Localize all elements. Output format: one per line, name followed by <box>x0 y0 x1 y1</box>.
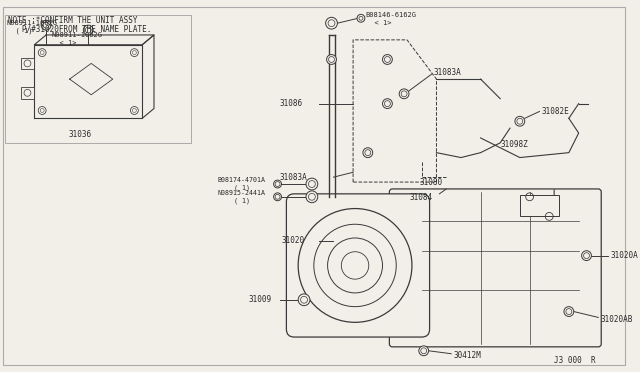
Circle shape <box>41 20 51 30</box>
FancyBboxPatch shape <box>20 87 35 99</box>
Circle shape <box>399 89 409 99</box>
Circle shape <box>38 49 46 57</box>
Text: 31083A: 31083A <box>433 68 461 77</box>
Circle shape <box>298 294 310 306</box>
FancyBboxPatch shape <box>20 58 35 69</box>
Circle shape <box>274 193 282 201</box>
Text: B08146-6162G: B08146-6162G <box>366 12 417 18</box>
Circle shape <box>564 307 574 317</box>
Circle shape <box>326 55 337 64</box>
Circle shape <box>328 20 335 27</box>
FancyBboxPatch shape <box>286 194 429 337</box>
Text: 31086: 31086 <box>280 99 303 108</box>
Text: NOTE ;*CONFIRM THE UNIT ASSY: NOTE ;*CONFIRM THE UNIT ASSY <box>8 16 138 25</box>
Circle shape <box>517 118 523 124</box>
Text: N08915-2441A: N08915-2441A <box>218 190 266 196</box>
Circle shape <box>306 191 318 203</box>
Circle shape <box>275 194 280 199</box>
Circle shape <box>326 17 337 29</box>
Text: P/#31020FROM THE NAME PLATE.: P/#31020FROM THE NAME PLATE. <box>8 25 151 33</box>
Circle shape <box>40 109 44 112</box>
Circle shape <box>385 57 390 62</box>
Text: 31083A: 31083A <box>280 173 307 182</box>
Text: B08174-4701A: B08174-4701A <box>218 177 266 183</box>
Text: 31098Z: 31098Z <box>500 140 528 149</box>
Circle shape <box>385 101 390 106</box>
FancyBboxPatch shape <box>389 189 601 347</box>
Circle shape <box>383 99 392 109</box>
Text: ( 1): ( 1) <box>218 185 250 191</box>
Circle shape <box>328 57 335 62</box>
Circle shape <box>420 348 427 354</box>
Circle shape <box>38 106 46 115</box>
Circle shape <box>582 251 591 260</box>
Circle shape <box>43 22 49 28</box>
Text: 31036: 31036 <box>69 131 92 140</box>
Circle shape <box>363 148 372 158</box>
Text: N08911-1062G: N08911-1062G <box>7 20 58 26</box>
Circle shape <box>83 25 93 35</box>
Text: ( 1): ( 1) <box>218 198 250 204</box>
Text: 31020: 31020 <box>282 237 305 246</box>
Text: J3 000  R: J3 000 R <box>554 356 596 365</box>
Circle shape <box>419 346 429 356</box>
Circle shape <box>275 182 280 186</box>
Text: 31084: 31084 <box>410 193 433 202</box>
Circle shape <box>566 309 572 314</box>
Text: ( 1): ( 1) <box>7 28 33 34</box>
Circle shape <box>301 296 307 303</box>
Text: 31020AB: 31020AB <box>600 315 632 324</box>
Circle shape <box>132 51 136 55</box>
Circle shape <box>515 116 525 126</box>
Circle shape <box>401 91 407 97</box>
Circle shape <box>365 150 371 155</box>
Circle shape <box>308 180 316 187</box>
Circle shape <box>383 55 392 64</box>
Circle shape <box>85 27 92 33</box>
Circle shape <box>359 16 363 20</box>
Circle shape <box>584 253 589 259</box>
Circle shape <box>131 106 138 115</box>
Text: 31009: 31009 <box>248 295 271 304</box>
Circle shape <box>308 193 316 200</box>
FancyBboxPatch shape <box>520 195 559 217</box>
Text: 31020A: 31020A <box>610 251 638 260</box>
Text: 31080: 31080 <box>420 177 443 187</box>
Circle shape <box>306 178 318 190</box>
Circle shape <box>357 15 365 22</box>
Text: 31082E: 31082E <box>541 107 569 116</box>
Text: N08911-1062G: N08911-1062G <box>51 32 102 38</box>
Text: 30412M: 30412M <box>453 351 481 360</box>
Circle shape <box>40 51 44 55</box>
Circle shape <box>274 180 282 188</box>
Circle shape <box>131 49 138 57</box>
Text: < 1>: < 1> <box>366 20 391 26</box>
Circle shape <box>132 109 136 112</box>
Text: < 1>: < 1> <box>51 40 77 46</box>
